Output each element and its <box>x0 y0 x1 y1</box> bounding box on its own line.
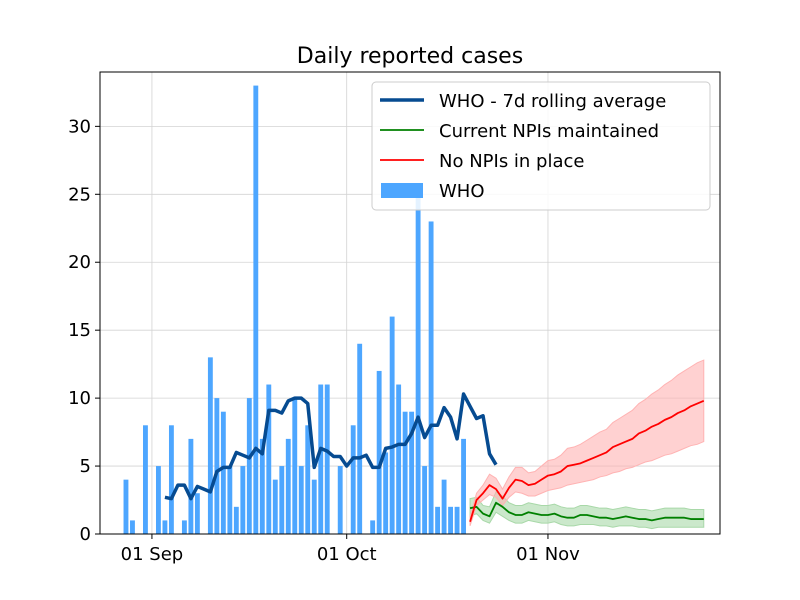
legend-label: No NPIs in place <box>439 151 585 172</box>
who-bar <box>240 466 246 534</box>
legend: WHO - 7d rolling average Current NPIs mai… <box>371 81 711 211</box>
who-bar <box>130 520 135 534</box>
who-bar <box>181 520 187 534</box>
who-bar <box>441 479 447 534</box>
who-bar <box>357 343 363 534</box>
x-tick-label: 01 Sep <box>121 544 184 565</box>
maintained-line <box>469 501 704 522</box>
who-bar <box>279 466 285 534</box>
axis-ticks: 0 5 10 15 20 25 30 01 Sep 01 Oct 01 Nov <box>68 116 580 565</box>
who-bar <box>396 384 402 534</box>
y-tick-label: 25 <box>68 184 91 205</box>
who-bar <box>409 411 415 534</box>
x-tick-label: 01 Oct <box>317 544 377 565</box>
x-tick-label: 01 Nov <box>516 544 580 565</box>
who-bar <box>415 194 421 534</box>
y-tick-label: 10 <box>68 388 91 409</box>
who-bar <box>285 438 291 534</box>
series-lines <box>164 392 705 523</box>
who-bars <box>123 85 466 535</box>
who-bar <box>402 411 408 534</box>
y-tick-label: 15 <box>68 320 91 341</box>
y-tick-label: 5 <box>80 456 91 477</box>
who-bar <box>305 425 311 534</box>
who-bar <box>272 479 278 534</box>
who-bar <box>246 398 252 534</box>
plot-frame <box>99 71 721 535</box>
who-bar <box>253 85 259 535</box>
who-bar <box>207 357 213 534</box>
legend-label: WHO - 7d rolling average <box>439 91 666 112</box>
who-bar <box>227 466 233 534</box>
who-bar <box>311 479 317 534</box>
who-bar <box>318 384 324 534</box>
who-bar <box>188 438 194 534</box>
who-bar <box>350 425 356 534</box>
who-bar <box>155 466 161 534</box>
y-tick-label: 0 <box>80 524 91 545</box>
who-bar <box>376 370 382 534</box>
who-bar <box>220 411 226 534</box>
who-bar <box>143 425 148 534</box>
who-bar <box>383 452 389 534</box>
legend-label: WHO <box>439 181 485 202</box>
legend-box <box>371 81 711 211</box>
who-bar <box>292 398 298 534</box>
who-bar <box>435 506 441 534</box>
who-bar <box>168 425 174 534</box>
rolling-average-line <box>164 392 498 501</box>
legend-swatch <box>381 183 423 198</box>
who-bar <box>370 520 376 534</box>
who-bar <box>389 316 395 534</box>
who-bar <box>428 221 434 534</box>
who-bar <box>448 506 454 534</box>
who-bar <box>337 466 343 534</box>
no-npi-line <box>469 400 705 523</box>
y-tick-label: 20 <box>68 252 91 273</box>
who-bar <box>162 520 168 534</box>
who-bar <box>298 466 304 534</box>
who-bar <box>324 384 330 534</box>
who-bar <box>259 438 265 534</box>
who-bar <box>454 506 460 534</box>
who-bar <box>194 493 200 534</box>
who-bar <box>422 466 428 534</box>
who-bar <box>461 438 466 534</box>
who-bar <box>233 506 239 534</box>
y-tick-label: 30 <box>68 116 91 137</box>
who-bar <box>214 398 220 534</box>
who-bar <box>266 384 272 534</box>
who-bar <box>123 479 129 534</box>
legend-label: Current NPIs maintained <box>439 121 659 142</box>
chart-title: Daily reported cases <box>297 44 523 69</box>
